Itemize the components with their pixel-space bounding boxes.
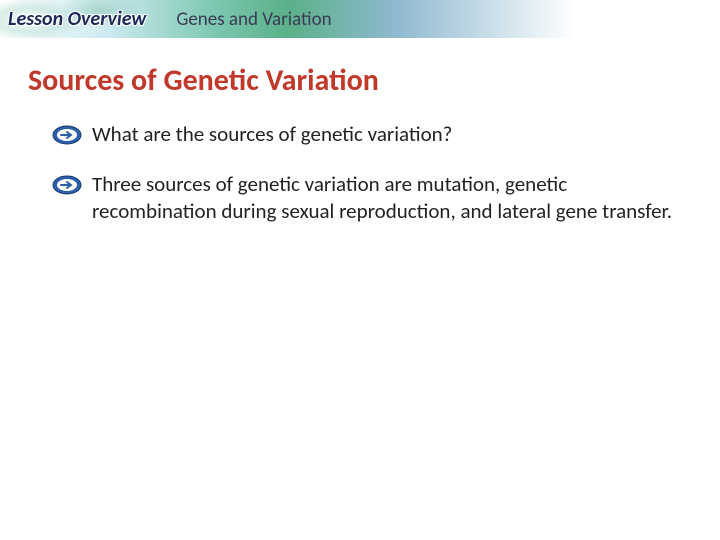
content-area: Sources of Genetic Variation What are th… [0,38,720,224]
lesson-overview-label: Lesson Overview [8,7,146,31]
section-heading: Sources of Genetic Variation [28,62,692,99]
list-item: What are the sources of genetic variatio… [28,121,692,147]
header-band: Lesson Overview Genes and Variation [0,0,720,38]
bullet-text: What are the sources of genetic variatio… [92,121,452,147]
arrow-bullet-icon [52,175,82,195]
list-item: Three sources of genetic variation are m… [28,171,692,224]
chapter-title: Genes and Variation [176,8,331,31]
bullet-text: Three sources of genetic variation are m… [92,171,692,224]
arrow-bullet-icon [52,125,82,145]
